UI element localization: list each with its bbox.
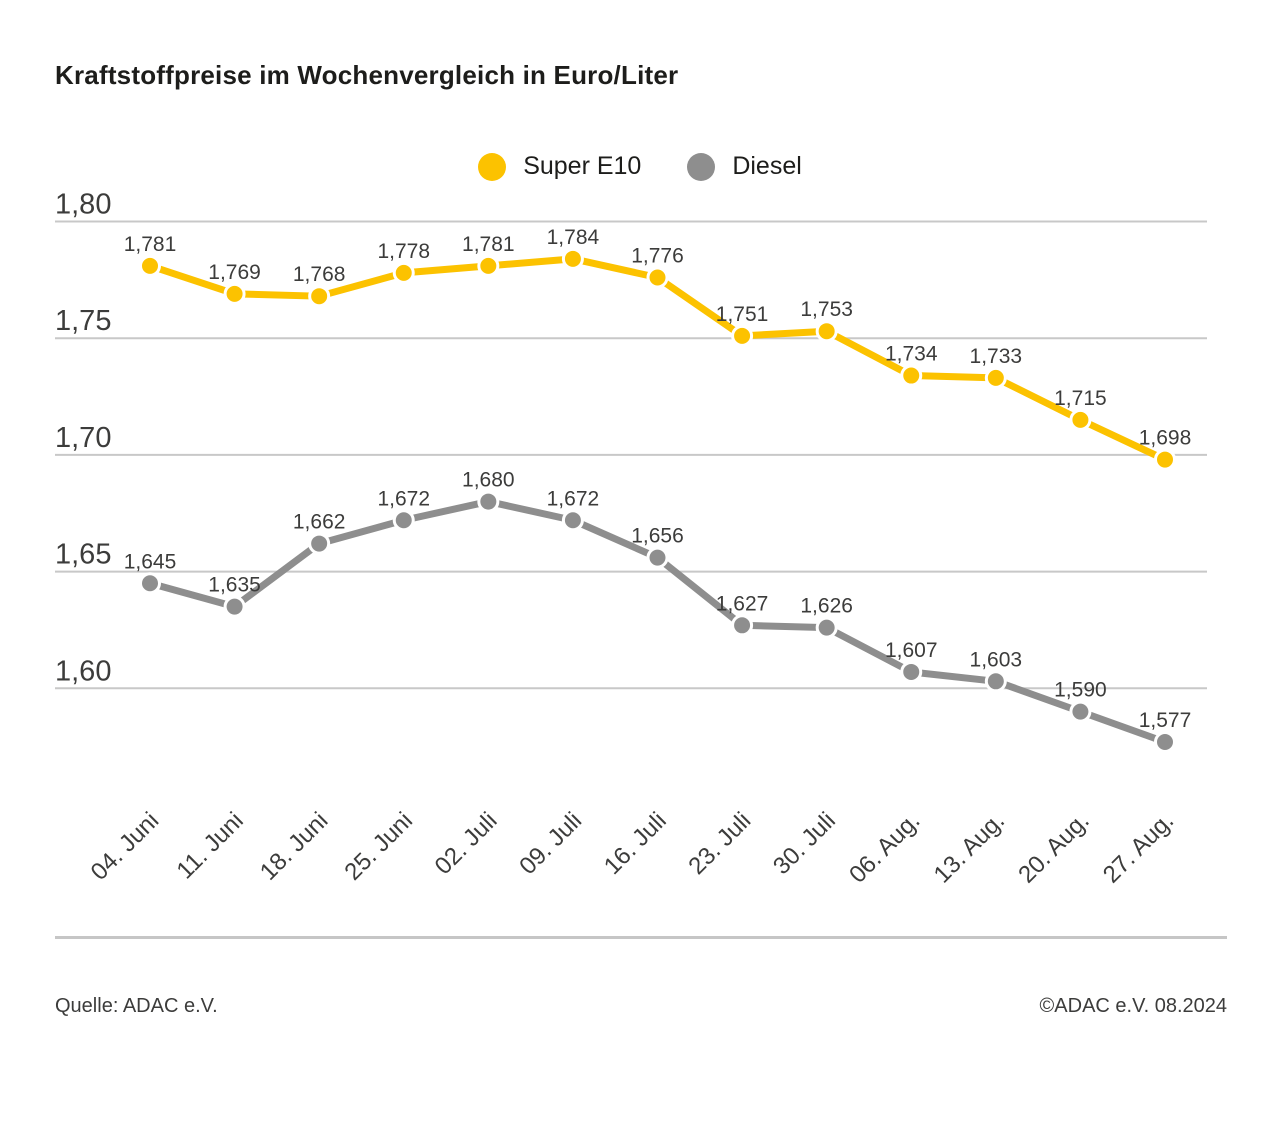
x-tick-label: 18. Juni <box>255 807 334 886</box>
data-point-diesel <box>900 660 923 683</box>
x-tick-label: 30. Juli <box>768 807 841 880</box>
legend-label-diesel: Diesel <box>732 152 802 180</box>
x-tick-label: 27. Aug. <box>1098 807 1179 888</box>
data-point-label-diesel: 1,607 <box>885 639 938 662</box>
data-point-super-e10 <box>223 282 246 305</box>
data-point-diesel <box>223 595 246 618</box>
x-tick-label: 06. Aug. <box>844 807 925 888</box>
data-point-label-diesel: 1,680 <box>462 469 515 492</box>
data-point-super-e10 <box>139 254 161 277</box>
data-point-super-e10 <box>392 261 415 284</box>
data-point-super-e10 <box>477 254 500 277</box>
data-point-diesel <box>1069 700 1092 723</box>
legend-item-super-e10: Super E10 <box>478 152 641 181</box>
data-point-label-super-e10: 1,778 <box>377 240 430 263</box>
data-point-label-diesel: 1,672 <box>547 487 600 510</box>
data-point-label-super-e10: 1,698 <box>1139 427 1192 450</box>
data-point-label-super-e10: 1,733 <box>970 345 1023 368</box>
data-point-diesel <box>561 509 584 532</box>
data-point-super-e10 <box>900 364 923 387</box>
legend-dot-diesel-icon <box>687 152 716 181</box>
data-point-label-super-e10: 1,781 <box>462 233 515 256</box>
data-point-label-diesel: 1,662 <box>293 511 346 534</box>
y-tick-label: 1,75 <box>55 305 111 337</box>
legend-label-super-e10: Super E10 <box>523 152 642 180</box>
data-point-super-e10 <box>1069 408 1092 431</box>
x-tick-label: 20. Aug. <box>1013 807 1094 888</box>
data-point-label-diesel: 1,577 <box>1139 709 1192 732</box>
x-tick-label: 11. Juni <box>172 807 249 884</box>
data-point-super-e10 <box>815 320 838 343</box>
page-title: Kraftstoffpreise im Wochenvergleich in E… <box>55 60 679 90</box>
y-tick-label: 1,70 <box>55 422 111 454</box>
x-tick-label: 02. Juli <box>430 807 503 880</box>
data-point-diesel <box>139 572 161 595</box>
x-tick-label: 04. Juni <box>86 807 165 886</box>
fuel-price-line-chart: 1,80 1,75 1,70 1,65 1,60 1,781 1,769 1,768 1,778… <box>55 189 1207 889</box>
footer-divider <box>55 936 1227 939</box>
data-point-label-diesel: 1,590 <box>1054 679 1107 702</box>
data-point-diesel <box>1153 730 1176 753</box>
x-tick-label: 16. Juli <box>599 807 672 880</box>
data-point-diesel <box>308 532 331 555</box>
x-tick-label: 23. Juli <box>683 807 756 880</box>
data-point-super-e10 <box>1153 448 1176 471</box>
x-tick-label: 13. Aug. <box>929 807 1010 888</box>
data-point-label-super-e10: 1,784 <box>547 226 600 249</box>
data-point-label-diesel: 1,672 <box>377 487 430 510</box>
y-tick-label: 1,65 <box>55 539 111 571</box>
data-point-super-e10 <box>308 285 331 308</box>
data-point-label-diesel: 1,603 <box>970 648 1023 671</box>
data-point-label-super-e10: 1,734 <box>885 343 938 366</box>
y-tick-label: 1,60 <box>55 655 111 687</box>
data-point-diesel <box>731 614 754 637</box>
data-point-label-super-e10: 1,753 <box>800 298 853 321</box>
chart-legend: Super E10 Diesel <box>0 152 1280 181</box>
legend-dot-super-e10-icon <box>478 152 507 181</box>
copyright-text: ©ADAC e.V. 08.2024 <box>1039 995 1227 1017</box>
source-text: Quelle: ADAC e.V. <box>55 995 218 1017</box>
data-point-label-diesel: 1,635 <box>208 574 261 597</box>
data-point-label-diesel: 1,626 <box>800 595 853 618</box>
data-point-label-super-e10: 1,715 <box>1054 387 1107 410</box>
data-point-diesel <box>392 509 415 532</box>
data-point-label-diesel: 1,656 <box>631 525 684 548</box>
y-tick-label: 1,80 <box>55 189 111 221</box>
data-point-label-super-e10: 1,768 <box>293 263 346 286</box>
data-point-label-diesel: 1,645 <box>124 550 177 573</box>
data-point-diesel <box>477 490 500 513</box>
x-tick-label: 25. Juni <box>339 807 418 886</box>
data-point-label-diesel: 1,627 <box>716 592 769 615</box>
data-point-label-super-e10: 1,776 <box>631 245 684 268</box>
legend-item-diesel: Diesel <box>687 152 802 181</box>
x-tick-label: 09. Juli <box>514 807 587 880</box>
data-point-diesel <box>815 616 838 639</box>
data-point-super-e10 <box>731 324 754 347</box>
data-point-diesel <box>984 670 1007 693</box>
data-point-label-super-e10: 1,751 <box>716 303 769 326</box>
data-point-diesel <box>646 546 669 569</box>
data-point-label-super-e10: 1,781 <box>124 233 177 256</box>
data-point-super-e10 <box>984 366 1007 389</box>
data-point-label-super-e10: 1,769 <box>208 261 261 284</box>
data-point-super-e10 <box>646 266 669 289</box>
data-point-super-e10 <box>561 247 584 270</box>
